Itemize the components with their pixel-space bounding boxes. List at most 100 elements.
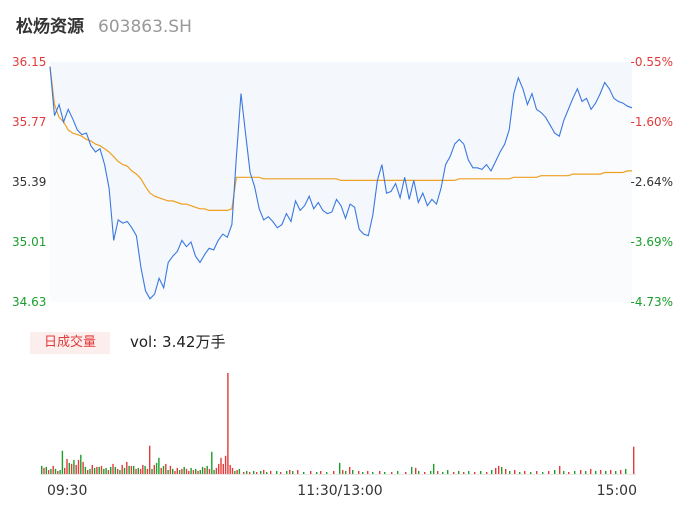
volume-bar (130, 465, 133, 474)
volume-bar (149, 445, 151, 474)
avg-price-line (49, 66, 632, 211)
volume-bar (151, 468, 153, 474)
volume-bar (103, 468, 105, 474)
volume-bar (266, 472, 268, 474)
volume-bar (197, 471, 199, 474)
volume-bar (77, 459, 80, 474)
volume-bar (238, 468, 241, 474)
volume-bar (339, 462, 341, 474)
volume-label: vol: 3.42万手 (130, 333, 226, 351)
volume-bar (142, 464, 144, 474)
price-panel (49, 62, 633, 302)
y-right-tick-label: -4.73% (631, 295, 673, 309)
volume-bar (372, 472, 374, 474)
volume-bar (110, 466, 112, 474)
volume-bar (458, 471, 460, 474)
volume-bar (61, 450, 64, 474)
volume-bar (229, 464, 231, 474)
x-axis: 09:30 11:30/13:00 15:00 (47, 483, 637, 499)
volume-bar (119, 470, 121, 474)
volume-bar (468, 471, 470, 474)
volume-bar (128, 465, 130, 474)
volume-bar (176, 467, 178, 474)
y-right-tick-label: -3.69% (631, 235, 673, 249)
volume-bar (447, 470, 449, 474)
x-tick-label: 11:30/13:00 (297, 483, 382, 499)
volume-bar (231, 467, 234, 474)
volume-bar (215, 467, 218, 474)
volume-bar (542, 472, 544, 474)
volume-bar (192, 470, 195, 474)
volume-panel (40, 373, 636, 475)
volume-bar (211, 451, 213, 474)
volume-bar (195, 468, 197, 474)
volume-bar (220, 457, 222, 474)
y-left-tick-label: 35.39 (12, 175, 46, 189)
volume-bar (123, 467, 126, 474)
volume-bar (480, 471, 482, 474)
volume-bar (491, 470, 493, 474)
volume-bar (297, 470, 299, 474)
price-area-fill (50, 66, 632, 302)
y-left-tick-label: 34.63 (12, 295, 46, 309)
volume-bar (286, 471, 288, 474)
volume-bar (43, 467, 45, 474)
volume-bar (139, 468, 142, 474)
x-tick-label: 09:30 (47, 483, 87, 499)
volume-bar (70, 463, 73, 474)
volume-bar (82, 461, 84, 474)
volume-bar (227, 373, 229, 474)
volume-bar (437, 471, 439, 474)
volume-bar (320, 471, 322, 474)
volume-bar (52, 465, 54, 474)
volume-bar (514, 470, 516, 474)
y-left-tick-label: 36.15 (12, 55, 46, 69)
volume-bar (391, 472, 393, 474)
y-right-tick-label: -1.60% (631, 115, 673, 129)
volume-bar (243, 472, 245, 474)
volume-bar (183, 466, 185, 474)
volume-bar (155, 462, 158, 474)
y-axis-left: 36.15 35.77 35.39 35.01 34.63 (12, 55, 46, 309)
volume-bar (107, 470, 110, 474)
volume-bar (204, 467, 206, 474)
volume-bar (326, 472, 328, 474)
volume-bar (126, 461, 128, 474)
volume-bar (397, 471, 399, 474)
stock-name: 松炀资源 (16, 17, 84, 37)
volume-bar (352, 470, 354, 474)
volume-bar (174, 471, 176, 474)
y-axis-right: -0.55% -1.60% -2.64% -3.69% -4.73% (631, 55, 673, 309)
volume-bar (144, 465, 146, 474)
volume-bar (633, 446, 635, 474)
volume-bar (574, 471, 576, 474)
stock-header: 松炀资源 603863.SH (16, 12, 192, 40)
volume-bar (253, 471, 255, 474)
volume-bar (349, 466, 351, 474)
volume-bar (442, 472, 444, 474)
volume-bar (153, 464, 155, 474)
volume-bar (137, 467, 139, 474)
volume-bar (64, 467, 66, 474)
volume-bar (559, 465, 561, 474)
volume-bar (625, 468, 627, 474)
volume-bar (213, 470, 215, 474)
volume-bar (411, 466, 413, 474)
volume-bar (362, 472, 364, 474)
volume-bar (342, 470, 344, 474)
volume-bar (80, 454, 82, 474)
volume-bar (146, 468, 149, 474)
volume-bar (292, 471, 294, 474)
volume-bar (568, 472, 570, 474)
volume-bar (474, 472, 476, 474)
volume-bar (345, 471, 347, 474)
volume-bar (263, 470, 265, 474)
volume-bar (379, 471, 381, 474)
volume-bar (169, 465, 172, 474)
y-right-tick-label: -2.64% (631, 175, 673, 189)
volume-bar (519, 472, 521, 474)
volume-bar (222, 463, 224, 474)
volume-bar (316, 472, 318, 474)
volume-bar (595, 471, 597, 474)
volume-bar (367, 471, 369, 474)
